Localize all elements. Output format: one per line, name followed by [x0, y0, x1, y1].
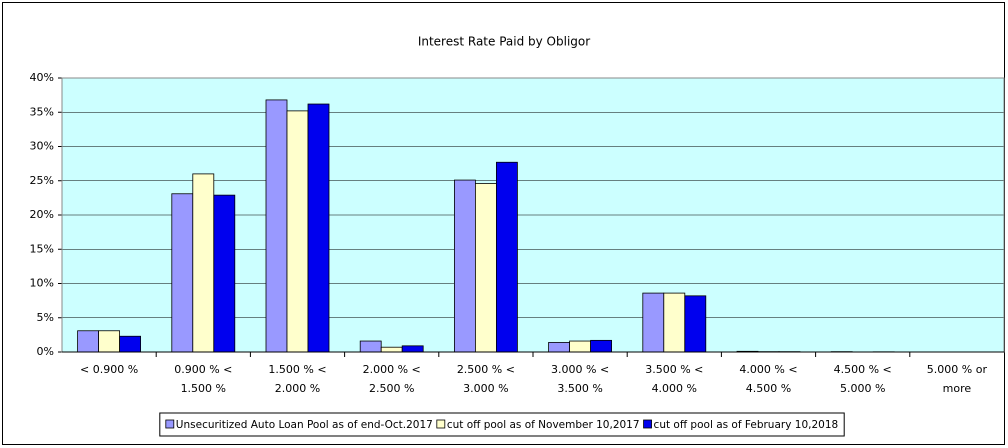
- y-tick-label: 10%: [30, 277, 54, 290]
- legend-swatch: [436, 419, 446, 429]
- legend-swatch: [165, 419, 175, 429]
- x-tick-label: 3.000 % <3.500 %: [551, 363, 609, 395]
- x-tick-label: 2.000 % <2.500 %: [363, 363, 421, 395]
- bar: [307, 103, 330, 353]
- chart-title: Interest Rate Paid by Obligor: [418, 35, 590, 49]
- y-tick-label: 40%: [30, 71, 54, 84]
- bar: [548, 342, 570, 353]
- bar: [98, 330, 120, 353]
- bar: [286, 110, 309, 353]
- bar: [495, 161, 518, 353]
- x-tick-label: 2.500 % <3.000 %: [457, 363, 515, 395]
- bar: [77, 330, 99, 353]
- bar: [474, 183, 497, 353]
- legend-swatch: [643, 419, 652, 429]
- bar: [590, 339, 612, 353]
- y-tick-label: 20%: [30, 208, 54, 221]
- y-tick-label: 30%: [30, 140, 54, 153]
- bar: [359, 340, 382, 353]
- bar: [192, 173, 215, 353]
- y-tick-label: 5%: [37, 311, 54, 324]
- x-tick-label: 3.500 % <4.000 %: [645, 363, 703, 395]
- bar: [401, 345, 424, 353]
- bar: [663, 292, 686, 353]
- y-tick-label: 35%: [30, 105, 54, 118]
- x-tick-label: 1.500 % <2.000 %: [268, 363, 326, 395]
- x-tick-label: < 0.900 %: [80, 363, 138, 376]
- y-tick-label: 15%: [30, 242, 54, 255]
- legend-label: cut off pool as of November 10,2017: [447, 419, 640, 431]
- bar: [380, 346, 403, 353]
- bar: [642, 292, 665, 353]
- y-tick-label: 0%: [37, 345, 54, 358]
- bar: [171, 193, 194, 353]
- bar: [119, 335, 141, 353]
- legend-label: cut off pool as of February 10,2018: [654, 419, 839, 431]
- bar: [569, 340, 591, 353]
- bar: [453, 179, 476, 353]
- legend-box: [159, 412, 845, 437]
- y-tick-label: 25%: [30, 174, 54, 187]
- x-tick-label: 4.000 % <4.500 %: [739, 363, 797, 395]
- legend-label: Unsecuritized Auto Loan Pool as of end-O…: [176, 419, 433, 431]
- bar: [265, 99, 288, 353]
- bar: [684, 295, 707, 353]
- x-tick-label: 4.500 % <5.000 %: [834, 363, 892, 395]
- bar: [213, 194, 236, 353]
- x-tick-label: 0.900 % <1.500 %: [174, 363, 232, 395]
- x-tick-label: 5.000 % or more: [927, 363, 988, 395]
